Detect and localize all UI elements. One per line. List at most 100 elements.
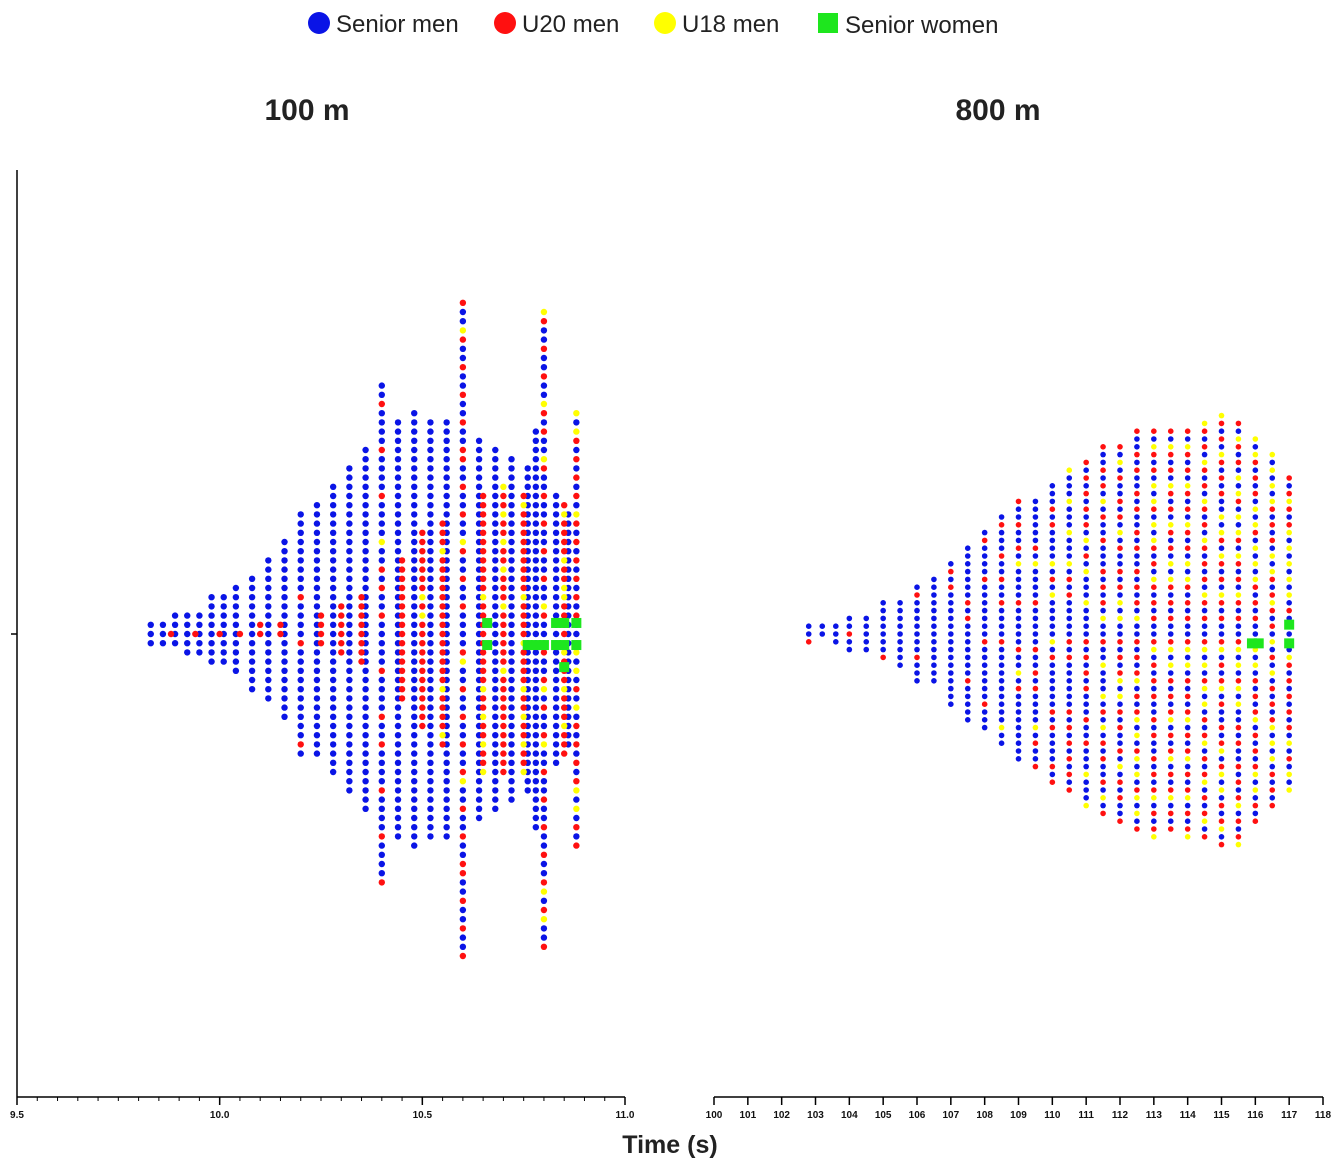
p0-point-senior-men: [532, 732, 540, 739]
p0-point-senior-men: [427, 483, 434, 490]
p0-point-u20-men: [419, 722, 426, 730]
p1-x-tick-label: 109: [1010, 1110, 1027, 1121]
p0-point-senior-men: [459, 722, 467, 730]
p0-point-senior-men: [411, 695, 418, 702]
p1-point-u20-men: [1134, 639, 1140, 645]
p0-point-senior-men: [508, 492, 515, 500]
p0-point-senior-men: [552, 649, 560, 656]
p1-point-u18-men: [1151, 834, 1157, 840]
p1-point-senior-men: [1083, 623, 1089, 629]
p0-point-senior-men: [281, 584, 288, 592]
p0-point-u20-men: [419, 557, 426, 564]
p0-point-u20-men: [573, 575, 580, 582]
p0-point-senior-men: [443, 492, 450, 500]
p0-point-senior-men: [459, 888, 467, 895]
p1-point-senior-men: [1049, 514, 1056, 520]
p0-point-senior-men: [378, 621, 385, 628]
p0-point-u20-men: [419, 575, 426, 582]
p0-point-u18-men: [439, 548, 446, 555]
p0-point-senior-men: [411, 686, 418, 693]
p0-point-senior-men: [220, 594, 227, 601]
p1-point-u20-men: [1201, 522, 1208, 528]
p0-point-senior-men: [346, 520, 353, 527]
p1-point-u18-men: [1218, 514, 1225, 520]
p0-point-senior-men: [492, 732, 499, 739]
p0-point-senior-men: [475, 446, 483, 454]
p1-point-senior-men: [1218, 522, 1225, 528]
p0-point-senior-men: [411, 428, 418, 435]
p1-point-senior-men: [1235, 483, 1242, 489]
p1-x-tick-label: 116: [1247, 1110, 1264, 1121]
p1-point-u20-men: [1100, 444, 1106, 450]
p0-point-senior-men: [346, 686, 353, 693]
p0-point-u20-men: [520, 566, 527, 573]
p1-point-senior-men: [1201, 490, 1208, 497]
p0-point-u20-men: [500, 575, 507, 582]
p0-point-senior-men: [281, 676, 288, 684]
p1-point-senior-men: [1049, 678, 1056, 684]
p1-point-senior-men: [948, 685, 954, 692]
p1-point-u20-men: [1066, 576, 1073, 583]
p1-point-u20-men: [1201, 810, 1208, 817]
p1-point-u20-men: [1252, 459, 1259, 466]
p1-point-senior-men: [1032, 654, 1039, 661]
p0-point-senior-men: [297, 603, 304, 610]
p1-point-senior-men: [998, 514, 1005, 520]
p1-point-senior-men: [948, 701, 954, 707]
p1-point-senior-men: [1066, 732, 1073, 739]
p0-point-u20-men: [573, 759, 580, 766]
p0-point-senior-men: [346, 741, 353, 748]
p0-point-senior-men: [540, 327, 548, 334]
p1-point-senior-men: [914, 670, 920, 676]
p0-point-senior-men: [411, 410, 418, 417]
p1-point-senior-men: [931, 678, 937, 684]
p1-point-senior-men: [1117, 537, 1123, 544]
p1-point-u20-men: [1032, 670, 1039, 676]
p0-point-senior-men: [411, 584, 418, 592]
x-axis-title: Time (s): [622, 1131, 717, 1159]
p0-point-senior-men: [443, 446, 450, 454]
p1-point-senior-men: [1049, 717, 1056, 723]
p0-point-senior-men: [540, 695, 548, 702]
p1-point-senior-men: [931, 623, 937, 629]
p0-point-senior-men: [508, 741, 515, 748]
p1-point-senior-men: [1117, 483, 1123, 489]
p0-point-u20-men: [439, 741, 446, 748]
p0-point-u20-men: [297, 594, 304, 601]
p1-point-u20-men: [1201, 717, 1208, 723]
p0-point-senior-men: [248, 594, 256, 601]
p0-point-senior-men: [492, 621, 499, 628]
p1-point-senior-men: [914, 631, 920, 637]
p0-point-senior-men: [459, 400, 467, 408]
p1-point-senior-men: [1235, 732, 1242, 739]
p1-point-u20-men: [1235, 678, 1242, 684]
p1-point-senior-men: [1184, 654, 1191, 661]
p0-point-senior-men: [552, 759, 560, 766]
p0-point-senior-men: [378, 382, 385, 389]
p1-point-senior-men: [1066, 600, 1073, 606]
p1-point-senior-men: [1218, 568, 1225, 575]
p0-point-senior-men: [573, 483, 580, 490]
p0-point-senior-men: [427, 474, 434, 481]
p1-point-u20-men: [1235, 724, 1242, 731]
p0-point-senior-men: [220, 658, 227, 665]
p1-point-senior-men: [1167, 724, 1174, 731]
p1-point-senior-men: [1083, 631, 1089, 637]
p1-point-u20-men: [1184, 529, 1191, 536]
p1-point-senior-men: [1083, 763, 1089, 770]
p0-point-senior-men: [265, 566, 272, 573]
p1-point-u20-men: [1184, 545, 1191, 551]
legend-label-u18-men: U18 men: [682, 11, 779, 38]
p0-point-senior-men: [297, 612, 304, 619]
p1-point-senior-men: [1015, 724, 1022, 731]
p0-point-u20-men: [520, 538, 527, 546]
p0-point-senior-men: [492, 465, 499, 472]
p1-point-u20-men: [1100, 584, 1106, 590]
p0-point-u20-men: [479, 511, 487, 518]
p1-point-u18-men: [1117, 615, 1123, 622]
p0-point-senior-men: [552, 658, 560, 665]
p1-point-u20-men: [1117, 514, 1123, 520]
p0-point-u20-men: [358, 658, 365, 665]
p1-point-senior-men: [1134, 537, 1140, 544]
p1-point-u20-men: [1117, 568, 1123, 575]
